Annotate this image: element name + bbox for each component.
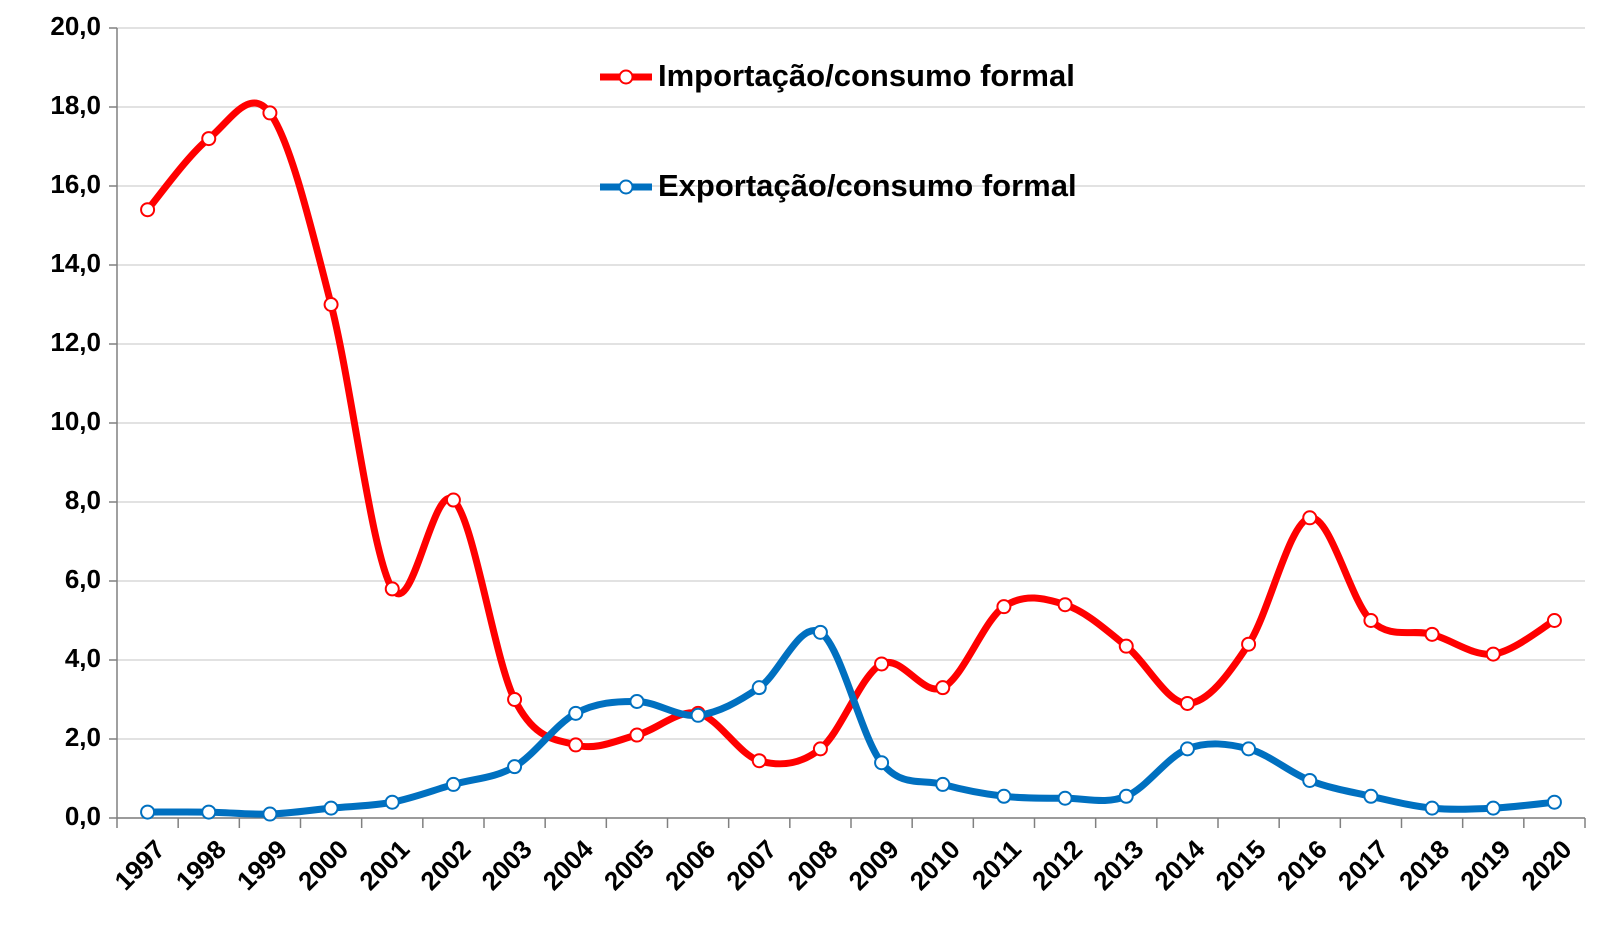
y-tick-label: 2,0	[65, 722, 101, 752]
x-tick-label: 2018	[1393, 834, 1455, 896]
series-line	[147, 627, 1555, 818]
y-tick-label: 20,0	[50, 11, 101, 41]
point-marker	[507, 692, 523, 707]
point-marker	[1546, 613, 1562, 628]
point-marker	[1424, 800, 1440, 816]
point-marker	[751, 753, 767, 769]
y-tick-label: 6,0	[65, 564, 101, 594]
x-tick-label: 1997	[109, 834, 171, 896]
point-marker	[1363, 613, 1379, 628]
point-marker	[201, 131, 217, 147]
point-marker	[935, 680, 951, 696]
y-tick-label: 4,0	[65, 643, 101, 673]
point-marker	[1057, 597, 1073, 613]
point-marker	[384, 794, 400, 810]
y-tick-label: 18,0	[50, 90, 101, 120]
point-marker	[140, 202, 156, 218]
point-marker	[1241, 636, 1257, 652]
point-marker	[568, 737, 584, 753]
point-marker	[1179, 741, 1195, 757]
point-marker	[1179, 695, 1195, 711]
point-marker	[445, 776, 461, 792]
point-marker	[384, 581, 400, 597]
point-marker	[812, 624, 828, 640]
point-marker	[140, 804, 156, 820]
y-tick-label: 0,0	[65, 801, 101, 831]
x-tick-label: 2015	[1210, 834, 1272, 896]
y-tick-label: 16,0	[50, 169, 101, 199]
point-marker	[1546, 794, 1562, 810]
y-tick-label: 8,0	[65, 485, 101, 515]
point-marker	[1057, 790, 1073, 806]
point-marker	[629, 727, 645, 743]
point-marker	[1363, 788, 1379, 804]
x-tick-label: 2011	[966, 834, 1027, 895]
x-tick-label: 2009	[843, 834, 905, 896]
point-marker	[568, 705, 584, 721]
point-marker	[1485, 800, 1501, 816]
point-marker	[1302, 772, 1318, 788]
legend-marker	[618, 179, 634, 195]
series-line	[144, 99, 1557, 768]
x-tick-label: 2012	[1026, 834, 1088, 896]
x-tick-label: 1998	[170, 834, 232, 896]
x-tick-label: 2017	[1332, 834, 1394, 896]
x-tick-label: 2002	[414, 834, 476, 896]
point-marker	[1118, 788, 1134, 804]
x-tick-label: 2020	[1515, 834, 1577, 896]
point-marker	[874, 656, 890, 672]
point-marker	[1485, 646, 1501, 662]
point-marker	[1118, 638, 1134, 654]
x-tick-label: 2000	[292, 834, 354, 896]
x-tick-label: 2001	[353, 834, 415, 896]
point-marker	[996, 599, 1012, 615]
point-marker	[996, 788, 1012, 804]
x-tick-label: 2013	[1087, 834, 1149, 896]
x-tick-label: 2010	[904, 834, 966, 896]
x-tick-label: 2007	[720, 834, 782, 896]
point-marker	[1302, 510, 1318, 526]
point-marker	[201, 804, 217, 820]
point-marker	[262, 105, 278, 121]
x-tick-label: 1999	[231, 834, 293, 896]
point-marker	[751, 680, 767, 696]
x-tick-label: 2004	[537, 834, 599, 896]
point-marker	[1241, 741, 1257, 757]
point-marker	[507, 759, 523, 775]
point-marker	[262, 806, 278, 822]
point-marker	[690, 707, 706, 723]
y-tick-label: 10,0	[50, 406, 101, 436]
point-marker	[323, 800, 339, 816]
point-marker	[629, 693, 645, 709]
x-tick-label: 2014	[1148, 834, 1210, 896]
point-marker	[935, 776, 951, 792]
x-tick-label: 2003	[476, 834, 538, 896]
point-marker	[323, 297, 339, 312]
legend-label: Importação/consumo formal	[658, 58, 1075, 93]
point-marker	[812, 741, 828, 757]
x-tick-label: 2006	[659, 834, 721, 896]
x-tick-label: 2016	[1271, 834, 1333, 896]
legend-marker	[618, 69, 634, 85]
legend-label: Exportação/consumo formal	[658, 168, 1077, 203]
point-marker	[1424, 626, 1440, 642]
point-marker	[445, 492, 461, 508]
x-tick-label: 2019	[1454, 834, 1516, 896]
y-tick-label: 12,0	[50, 327, 101, 357]
point-marker	[874, 755, 890, 771]
x-tick-label: 2005	[598, 834, 660, 896]
x-tick-label: 2008	[781, 834, 843, 896]
y-tick-label: 14,0	[50, 248, 101, 278]
